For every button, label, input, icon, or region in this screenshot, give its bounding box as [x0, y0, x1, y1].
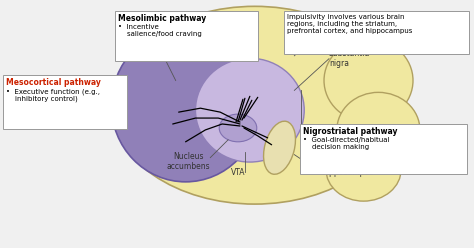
Text: Impulsivity involves various brain
regions, including the striatum,
prefrontal c: Impulsivity involves various brain regio…	[287, 14, 412, 34]
Text: •  Executive function (e.g.,
    inhibitory control): • Executive function (e.g., inhibitory c…	[6, 88, 100, 102]
FancyBboxPatch shape	[284, 11, 469, 54]
Text: •  Incentive
    salience/food craving: • Incentive salience/food craving	[118, 25, 202, 37]
Ellipse shape	[264, 121, 295, 174]
FancyBboxPatch shape	[115, 11, 258, 62]
Ellipse shape	[337, 92, 420, 167]
Ellipse shape	[111, 6, 398, 204]
Text: Nucleus
accumbens: Nucleus accumbens	[167, 152, 210, 171]
Text: Mesocortical pathway: Mesocortical pathway	[6, 78, 100, 87]
FancyBboxPatch shape	[300, 124, 467, 174]
FancyBboxPatch shape	[3, 75, 127, 129]
Ellipse shape	[219, 114, 257, 142]
Text: Hippocampus: Hippocampus	[321, 167, 374, 177]
Text: Nigrostriatal pathway: Nigrostriatal pathway	[303, 127, 398, 136]
Ellipse shape	[111, 29, 260, 182]
Text: Frontal
cortex: Frontal cortex	[120, 26, 146, 46]
Text: Substantia
nigra: Substantia nigra	[329, 49, 370, 68]
Ellipse shape	[195, 58, 304, 162]
Text: Mesolimbic pathway: Mesolimbic pathway	[118, 14, 206, 23]
Ellipse shape	[324, 39, 413, 122]
Text: Striatum: Striatum	[327, 16, 361, 25]
Text: VTA: VTA	[231, 167, 245, 177]
Ellipse shape	[326, 138, 401, 201]
Text: •  Goal-directed/habitual
    decision making: • Goal-directed/habitual decision making	[303, 137, 390, 150]
